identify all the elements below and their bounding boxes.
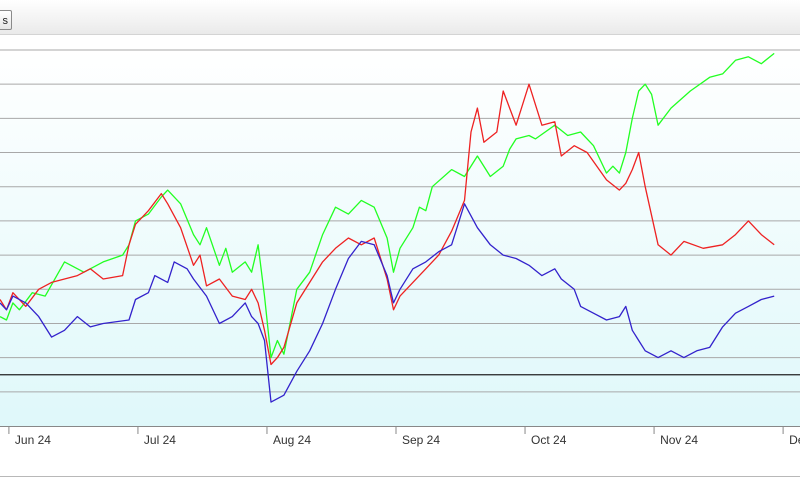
x-tick-label: Oct 24 — [531, 433, 567, 447]
series-line-blue — [0, 203, 775, 403]
series-lines — [0, 52, 775, 403]
x-tick-label: Jul 24 — [144, 433, 176, 447]
series-line-green — [0, 52, 775, 359]
x-axis: Jun 24 Jul 24 Aug 24 Sep 24 Oct 24 Nov 24 Dec … — [0, 426, 800, 447]
chart-toolbar: s — [0, 0, 800, 35]
grid-lines — [0, 49, 800, 393]
x-tick-label: Jun 24 — [15, 433, 51, 447]
toolbar-button[interactable]: s — [0, 10, 12, 30]
x-tick-label: Sep 24 — [402, 433, 440, 447]
x-tick-label: Nov 24 — [660, 433, 698, 447]
plot-background — [0, 50, 800, 426]
series-line-red — [0, 83, 775, 366]
x-tick-label: Aug 24 — [273, 433, 311, 447]
bottom-divider — [0, 476, 800, 477]
x-tick-label: Dec 24 — [789, 433, 800, 447]
